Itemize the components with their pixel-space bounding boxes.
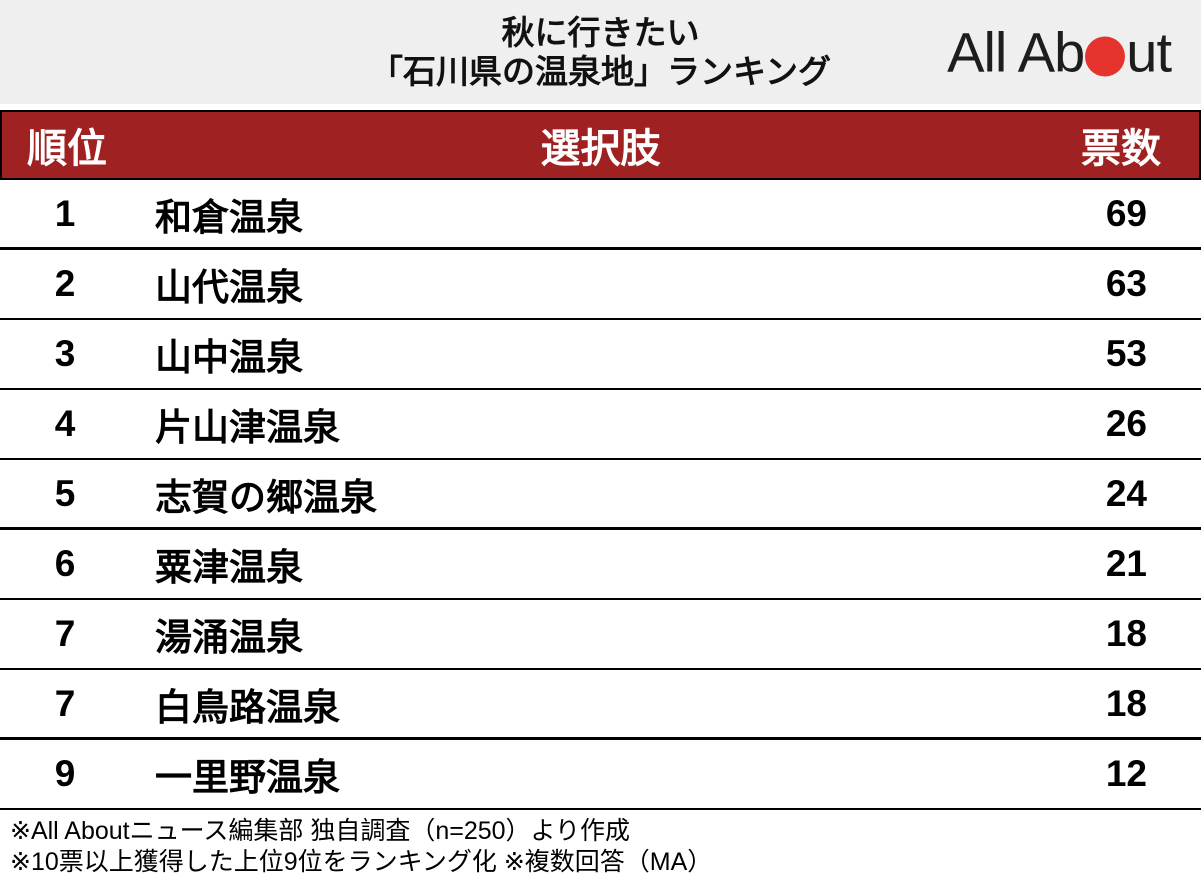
table-body: 1 和倉温泉 69 2 山代温泉 63 3 山中温泉 53 4 片山津温泉 26… [0,180,1201,810]
rank-cell: 9 [54,753,76,794]
footnote-line1: ※All Aboutニュース編集部 独自調査（n=250）より作成 [10,817,631,845]
rank-cell: 2 [54,263,76,304]
votes-cell: 21 [1105,543,1147,584]
footnote-line2: ※10票以上獲得した上位9位をランキング化 ※複数回答（MA） [10,848,713,876]
red-circle-icon [1085,36,1126,77]
logo-text-right: ut [1126,20,1172,84]
choice-cell: 片山津温泉 [155,407,340,448]
rank-cell: 5 [54,472,76,514]
logo-text-left: All Ab [947,20,1085,84]
rank-cell: 1 [54,192,76,234]
table-header-row: 順位 選択肢 票数 [0,110,1201,180]
table-row: 6 粟津温泉 21 [0,530,1201,600]
rank-cell: 3 [54,333,76,374]
votes-cell: 12 [1105,753,1147,794]
column-header-rank: 順位 [27,127,107,171]
votes-cell: 63 [1105,263,1147,304]
rank-cell: 6 [54,543,76,584]
votes-cell: 24 [1105,472,1147,514]
choice-cell: 山代温泉 [155,267,303,308]
table-row: 4 片山津温泉 26 [0,390,1201,460]
rank-cell: 7 [54,613,76,654]
choice-cell: 志賀の郷温泉 [155,476,377,518]
choice-cell: 白鳥路温泉 [155,686,340,728]
votes-cell: 53 [1105,333,1147,374]
all-about-logo: All Ab ut [947,20,1172,85]
table-row: 5 志賀の郷温泉 24 [0,460,1201,530]
table-row: 7 白鳥路温泉 18 [0,670,1201,740]
page-title-line1: 秋に行きたい [501,14,700,51]
table-row: 1 和倉温泉 69 [0,180,1201,250]
table-row: 2 山代温泉 63 [0,250,1201,320]
votes-cell: 18 [1105,613,1147,654]
votes-cell: 69 [1105,192,1147,234]
rank-cell: 4 [54,403,76,444]
choice-cell: 山中温泉 [155,337,303,378]
ranking-table: 順位 選択肢 票数 1 和倉温泉 69 2 山代温泉 63 3 山中温泉 53 … [0,110,1201,810]
votes-cell: 26 [1105,403,1147,444]
title-band: 秋に行きたい 「石川県の温泉地」ランキング All Ab ut [0,0,1201,104]
choice-cell: 和倉温泉 [155,196,303,238]
table-row: 3 山中温泉 53 [0,320,1201,390]
votes-cell: 18 [1105,682,1147,724]
column-header-votes: 票数 [1081,127,1161,171]
choice-cell: 一里野温泉 [155,757,340,798]
column-header-choice: 選択肢 [540,127,661,171]
table-row: 9 一里野温泉 12 [0,740,1201,810]
page-title-line2: 「石川県の温泉地」ランキング [369,53,831,90]
table-row: 7 湯涌温泉 18 [0,600,1201,670]
footnotes: ※All Aboutニュース編集部 独自調査（n=250）より作成 ※10票以上… [0,810,1201,878]
choice-cell: 湯涌温泉 [155,617,303,658]
choice-cell: 粟津温泉 [155,547,303,588]
rank-cell: 7 [54,682,76,724]
